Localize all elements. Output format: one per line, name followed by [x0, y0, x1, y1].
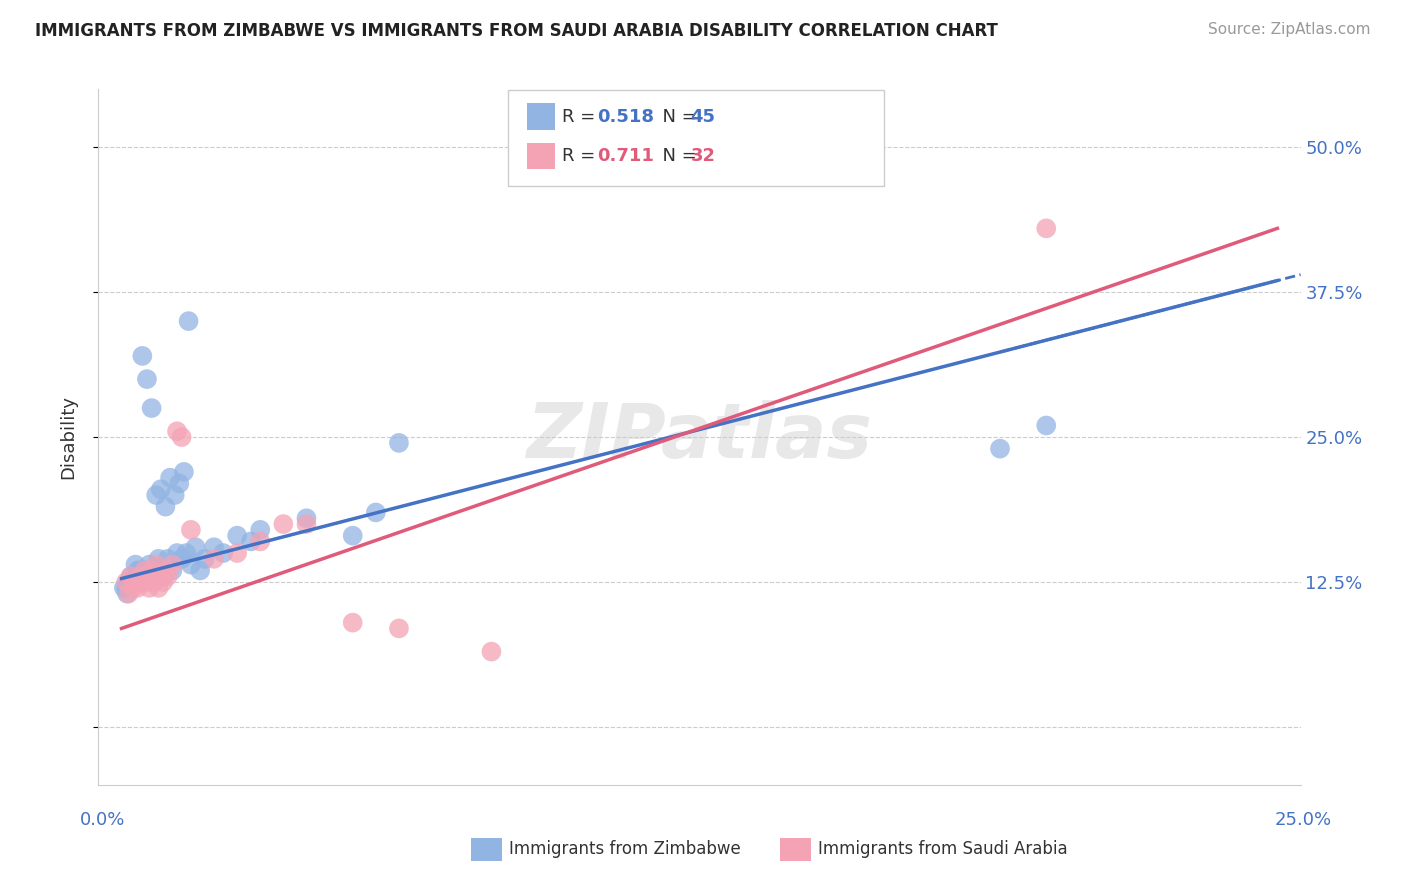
Point — [388, 435, 411, 450]
Text: Immigrants from Zimbabwe: Immigrants from Zimbabwe — [509, 840, 741, 858]
Point — [156, 551, 179, 566]
Point — [156, 569, 179, 583]
Point — [136, 574, 159, 589]
Point — [117, 574, 139, 589]
Point — [177, 314, 200, 328]
Point — [120, 569, 142, 583]
Point — [194, 551, 217, 566]
Point — [1035, 418, 1057, 433]
Point — [988, 442, 1011, 456]
Point — [152, 574, 174, 589]
Point — [142, 569, 165, 583]
Point — [1035, 221, 1057, 235]
Point — [388, 621, 411, 635]
Point — [141, 401, 163, 416]
Point — [159, 470, 181, 484]
Y-axis label: Disability: Disability — [59, 395, 77, 479]
Text: N =: N = — [651, 108, 703, 126]
Point — [166, 425, 188, 439]
Point — [120, 569, 142, 583]
Point — [162, 564, 184, 578]
Point — [148, 551, 170, 566]
Point — [174, 546, 197, 560]
Point — [173, 465, 195, 479]
Text: 25.0%: 25.0% — [1275, 811, 1331, 829]
Point — [138, 558, 160, 572]
Text: R =: R = — [562, 147, 602, 165]
Point — [136, 372, 159, 386]
Point — [115, 587, 138, 601]
Point — [295, 516, 318, 531]
Text: 0.518: 0.518 — [598, 108, 655, 126]
Point — [273, 516, 295, 531]
Point — [134, 564, 156, 578]
Point — [129, 564, 152, 578]
Point — [138, 581, 160, 595]
Point — [145, 558, 167, 572]
Point — [202, 551, 225, 566]
Point — [180, 523, 202, 537]
Text: R =: R = — [562, 108, 602, 126]
Text: IMMIGRANTS FROM ZIMBABWE VS IMMIGRANTS FROM SAUDI ARABIA DISABILITY CORRELATION : IMMIGRANTS FROM ZIMBABWE VS IMMIGRANTS F… — [35, 22, 998, 40]
Point — [295, 511, 318, 525]
Point — [166, 546, 188, 560]
Point — [148, 581, 170, 595]
Point — [180, 558, 202, 572]
Point — [249, 523, 271, 537]
Point — [131, 349, 153, 363]
Point — [155, 500, 177, 514]
Point — [149, 569, 172, 583]
Text: Source: ZipAtlas.com: Source: ZipAtlas.com — [1208, 22, 1371, 37]
Point — [169, 476, 191, 491]
Point — [134, 564, 156, 578]
Point — [122, 574, 145, 589]
Point — [226, 528, 249, 542]
Point — [249, 534, 271, 549]
Point — [202, 540, 225, 554]
Point — [141, 564, 163, 578]
Point — [117, 587, 139, 601]
Point — [240, 534, 263, 549]
Point — [145, 488, 167, 502]
Text: Immigrants from Saudi Arabia: Immigrants from Saudi Arabia — [818, 840, 1069, 858]
Point — [342, 615, 364, 630]
Point — [155, 564, 177, 578]
Point — [163, 488, 186, 502]
Point — [142, 574, 165, 589]
Point — [226, 546, 249, 560]
Point — [364, 505, 387, 519]
Text: 32: 32 — [690, 147, 716, 165]
Point — [127, 581, 149, 595]
Point — [149, 482, 172, 496]
Point — [184, 540, 207, 554]
Point — [131, 574, 153, 589]
Point — [342, 528, 364, 542]
Point — [170, 430, 193, 444]
Point — [122, 581, 145, 595]
Text: ZIPatlas: ZIPatlas — [526, 401, 873, 474]
Point — [124, 558, 146, 572]
Point — [188, 564, 211, 578]
Point — [124, 574, 146, 589]
Point — [212, 546, 235, 560]
Point — [115, 581, 138, 595]
Text: 0.0%: 0.0% — [80, 811, 125, 829]
Text: 45: 45 — [690, 108, 716, 126]
Point — [170, 551, 193, 566]
Point — [481, 644, 503, 658]
Point — [129, 569, 152, 583]
Point — [115, 574, 138, 589]
Point — [152, 569, 174, 583]
Point — [162, 558, 184, 572]
Point — [127, 564, 149, 578]
Point — [112, 581, 135, 595]
Text: N =: N = — [651, 147, 703, 165]
Text: 0.711: 0.711 — [598, 147, 654, 165]
